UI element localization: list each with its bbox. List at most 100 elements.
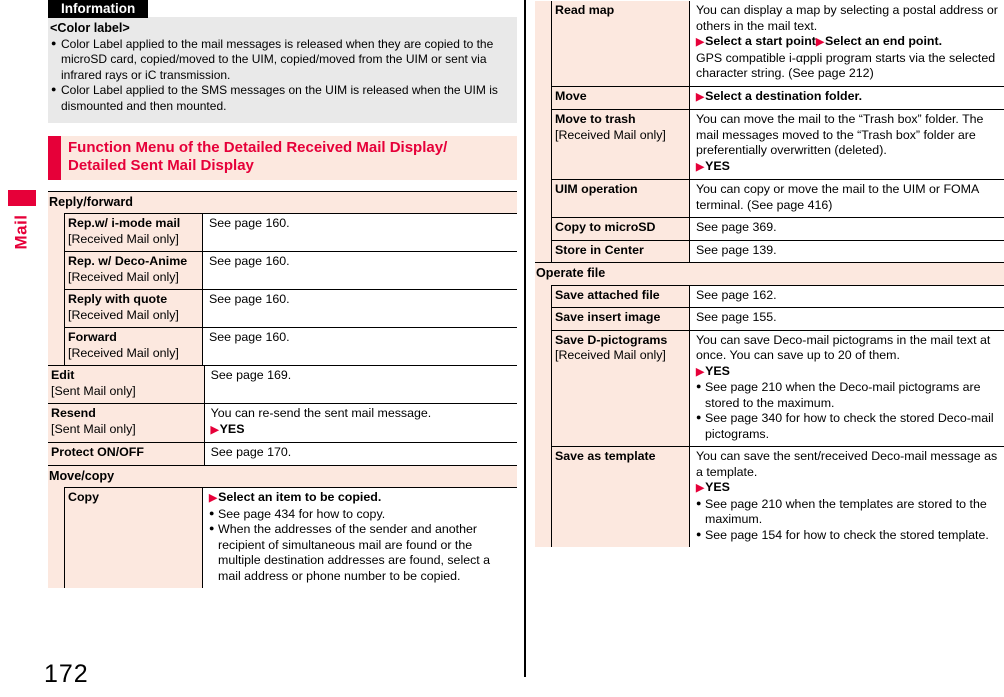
content-bullet-text: See page 340 for how to check the stored…: [705, 411, 994, 441]
row-content-cell: See page 369.: [690, 218, 1004, 240]
row-sublabel: [Received Mail only]: [68, 269, 179, 284]
row-sublabel: [Sent Mail only]: [51, 421, 136, 436]
row-content-cell: See page 155.: [690, 308, 1004, 330]
row-label-cell: Save as template: [552, 447, 690, 547]
row-label: Forward: [68, 330, 117, 345]
action-arrow-icon: ▶: [696, 90, 705, 103]
row-content-cell: You can save Deco-mail pictograms in the…: [690, 331, 1004, 447]
row-label: Save attached file: [555, 287, 660, 302]
row-label-cell: UIM operation: [552, 180, 690, 217]
row-content-cell: You can display a map by selecting a pos…: [690, 1, 1004, 86]
group-spine: [48, 213, 65, 366]
row-label: UIM operation: [555, 182, 638, 196]
left-table: Reply/forward Rep.w/ i-mode mail [Received…: [48, 190, 517, 589]
row-label-cell: Copy: [65, 488, 203, 589]
row-group: Read map You can display a map by selecti…: [535, 1, 1004, 262]
bullet-icon: ●: [209, 523, 215, 534]
content-line: See page 162.: [696, 287, 777, 302]
row-group: Copy ▶Select an item to be copied. ● See pa…: [48, 487, 517, 589]
action-arrow-icon: ▶: [696, 365, 705, 378]
row-label: Rep.w/ i-mode mail: [68, 216, 181, 231]
action-text: Select an end point.: [825, 34, 943, 48]
content-bullet-text: See page 154 for how to check the stored…: [705, 527, 989, 542]
row-label-cell: Move: [552, 86, 690, 109]
info-bullet-text: Color Label applied to the mail messages…: [61, 36, 494, 82]
group-spine: [48, 487, 65, 589]
table-row: Resend [Sent Mail only] You can re-send th…: [48, 403, 517, 443]
row-content-cell: See page 139.: [690, 241, 1004, 263]
header-title: Function Menu of the Detailed Received M…: [61, 135, 517, 180]
bullet-icon: ●: [696, 497, 702, 508]
row-sublabel: [Received Mail only]: [555, 348, 666, 362]
content-action-line: ▶YES: [211, 422, 515, 439]
header-accent-bar: [48, 135, 61, 180]
row-label: Copy: [68, 490, 99, 505]
row-content-cell: See page 160.: [203, 290, 517, 327]
content-bullet-text: See page 210 when the Deco-mail pictogra…: [705, 380, 981, 410]
row-sublabel: [Sent Mail only]: [51, 383, 136, 398]
row-label: Protect ON/OFF: [51, 445, 144, 460]
row-content-cell: You can save the sent/received Deco-mail…: [690, 447, 1004, 547]
action-text: Select a destination folder.: [705, 88, 863, 103]
mail-side-tab: Mail: [0, 206, 44, 258]
action-arrow-icon: ▶: [696, 36, 705, 48]
right-table: Read map You can display a map by selecti…: [535, 1, 1004, 547]
content-bullet-line: ● See page 340 for how to check the store…: [696, 411, 1002, 442]
info-bullet: ● Color Label applied to the mail messag…: [50, 37, 513, 84]
row-label: Reply with quote: [68, 292, 168, 307]
content-action-line: ▶Select an item to be copied.: [209, 490, 515, 507]
content-line: See page 160.: [209, 292, 290, 307]
table-row: Edit [Sent Mail only] See page 169.: [48, 365, 517, 404]
action-text: Select a start point: [705, 34, 816, 48]
mail-tab-label: Mail: [12, 214, 31, 250]
action-arrow-icon: ▶: [696, 482, 705, 494]
action-text: YES: [705, 363, 730, 378]
bullet-icon: ●: [696, 528, 702, 539]
content-action-line: ▶YES: [696, 159, 1002, 176]
info-box-body: <Color label> ● Color Label applied to t…: [48, 17, 517, 123]
row-label-cell: Store in Center: [552, 240, 690, 262]
info-bullet-text: Color Label applied to the SMS messages …: [61, 83, 498, 113]
row-content-cell: You can re-send the sent mail message. ▶Y…: [205, 404, 517, 442]
row-content-cell: See page 169.: [205, 366, 517, 403]
content-action-line: ▶YES: [696, 364, 1002, 381]
mail-tab-marker: [8, 190, 36, 206]
row-content-cell: You can move the mail to the “Trash box”…: [690, 110, 1004, 179]
content-line: See page 155.: [696, 310, 777, 324]
row-content-cell: You can copy or move the mail to the UIM…: [690, 180, 1004, 217]
action-text: Select an item to be copied.: [218, 490, 382, 505]
row-label: Copy to microSD: [555, 220, 656, 234]
bullet-icon: ●: [209, 507, 215, 518]
row-label: Rep. w/ Deco-Anime: [68, 254, 188, 269]
page-number: 172: [44, 660, 89, 688]
table-row: Store in Center See page 139.: [552, 239, 1004, 263]
row-label-cell: Rep. w/ Deco-Anime [Received Mail only]: [65, 252, 203, 290]
row-group: Edit [Sent Mail only] See page 169. Resend[…: [48, 365, 517, 465]
bullet-icon: ●: [51, 84, 57, 95]
row-label: Save insert image: [555, 310, 661, 324]
section-header: Reply/forward: [48, 190, 517, 214]
content-bullet-text: See page 210 when the templates are stor…: [705, 496, 987, 527]
info-box: Information <Color label> ● Color Label …: [48, 0, 517, 123]
table-row: Save as template You can save the sent/re…: [552, 446, 1004, 547]
table-row: Move ▶Select a destination folder.: [552, 85, 1004, 109]
row-list: Edit [Sent Mail only] See page 169. Resend[…: [48, 365, 517, 465]
action-arrow-icon: ▶: [209, 492, 218, 505]
row-list: Read map You can display a map by selecti…: [552, 1, 1004, 262]
info-bullet: ● Color Label applied to the SMS message…: [50, 83, 513, 114]
action-text: YES: [705, 480, 730, 494]
row-label-cell: Reply with quote [Received Mail only]: [65, 290, 203, 328]
row-label-cell: Save insert image: [552, 308, 690, 330]
row-label: Move to trash: [555, 112, 636, 126]
row-label: Read map: [555, 3, 615, 17]
content-bullet-line: ● When the addresses of the sender and an…: [209, 522, 515, 584]
row-content-cell: ▶Select an item to be copied. ● See page 4…: [203, 488, 517, 588]
content-line: You can copy or move the mail to the UIM…: [696, 182, 979, 212]
row-label-cell: Rep.w/ i-mode mail [Received Mail only]: [65, 214, 203, 252]
row-content-cell: See page 160.: [203, 328, 517, 365]
content-line: See page 160.: [209, 216, 290, 231]
section-header: Operate file: [535, 262, 1004, 285]
header-title-line2: Detailed Sent Mail Display: [68, 157, 254, 175]
row-sublabel: [Received Mail only]: [68, 231, 179, 246]
